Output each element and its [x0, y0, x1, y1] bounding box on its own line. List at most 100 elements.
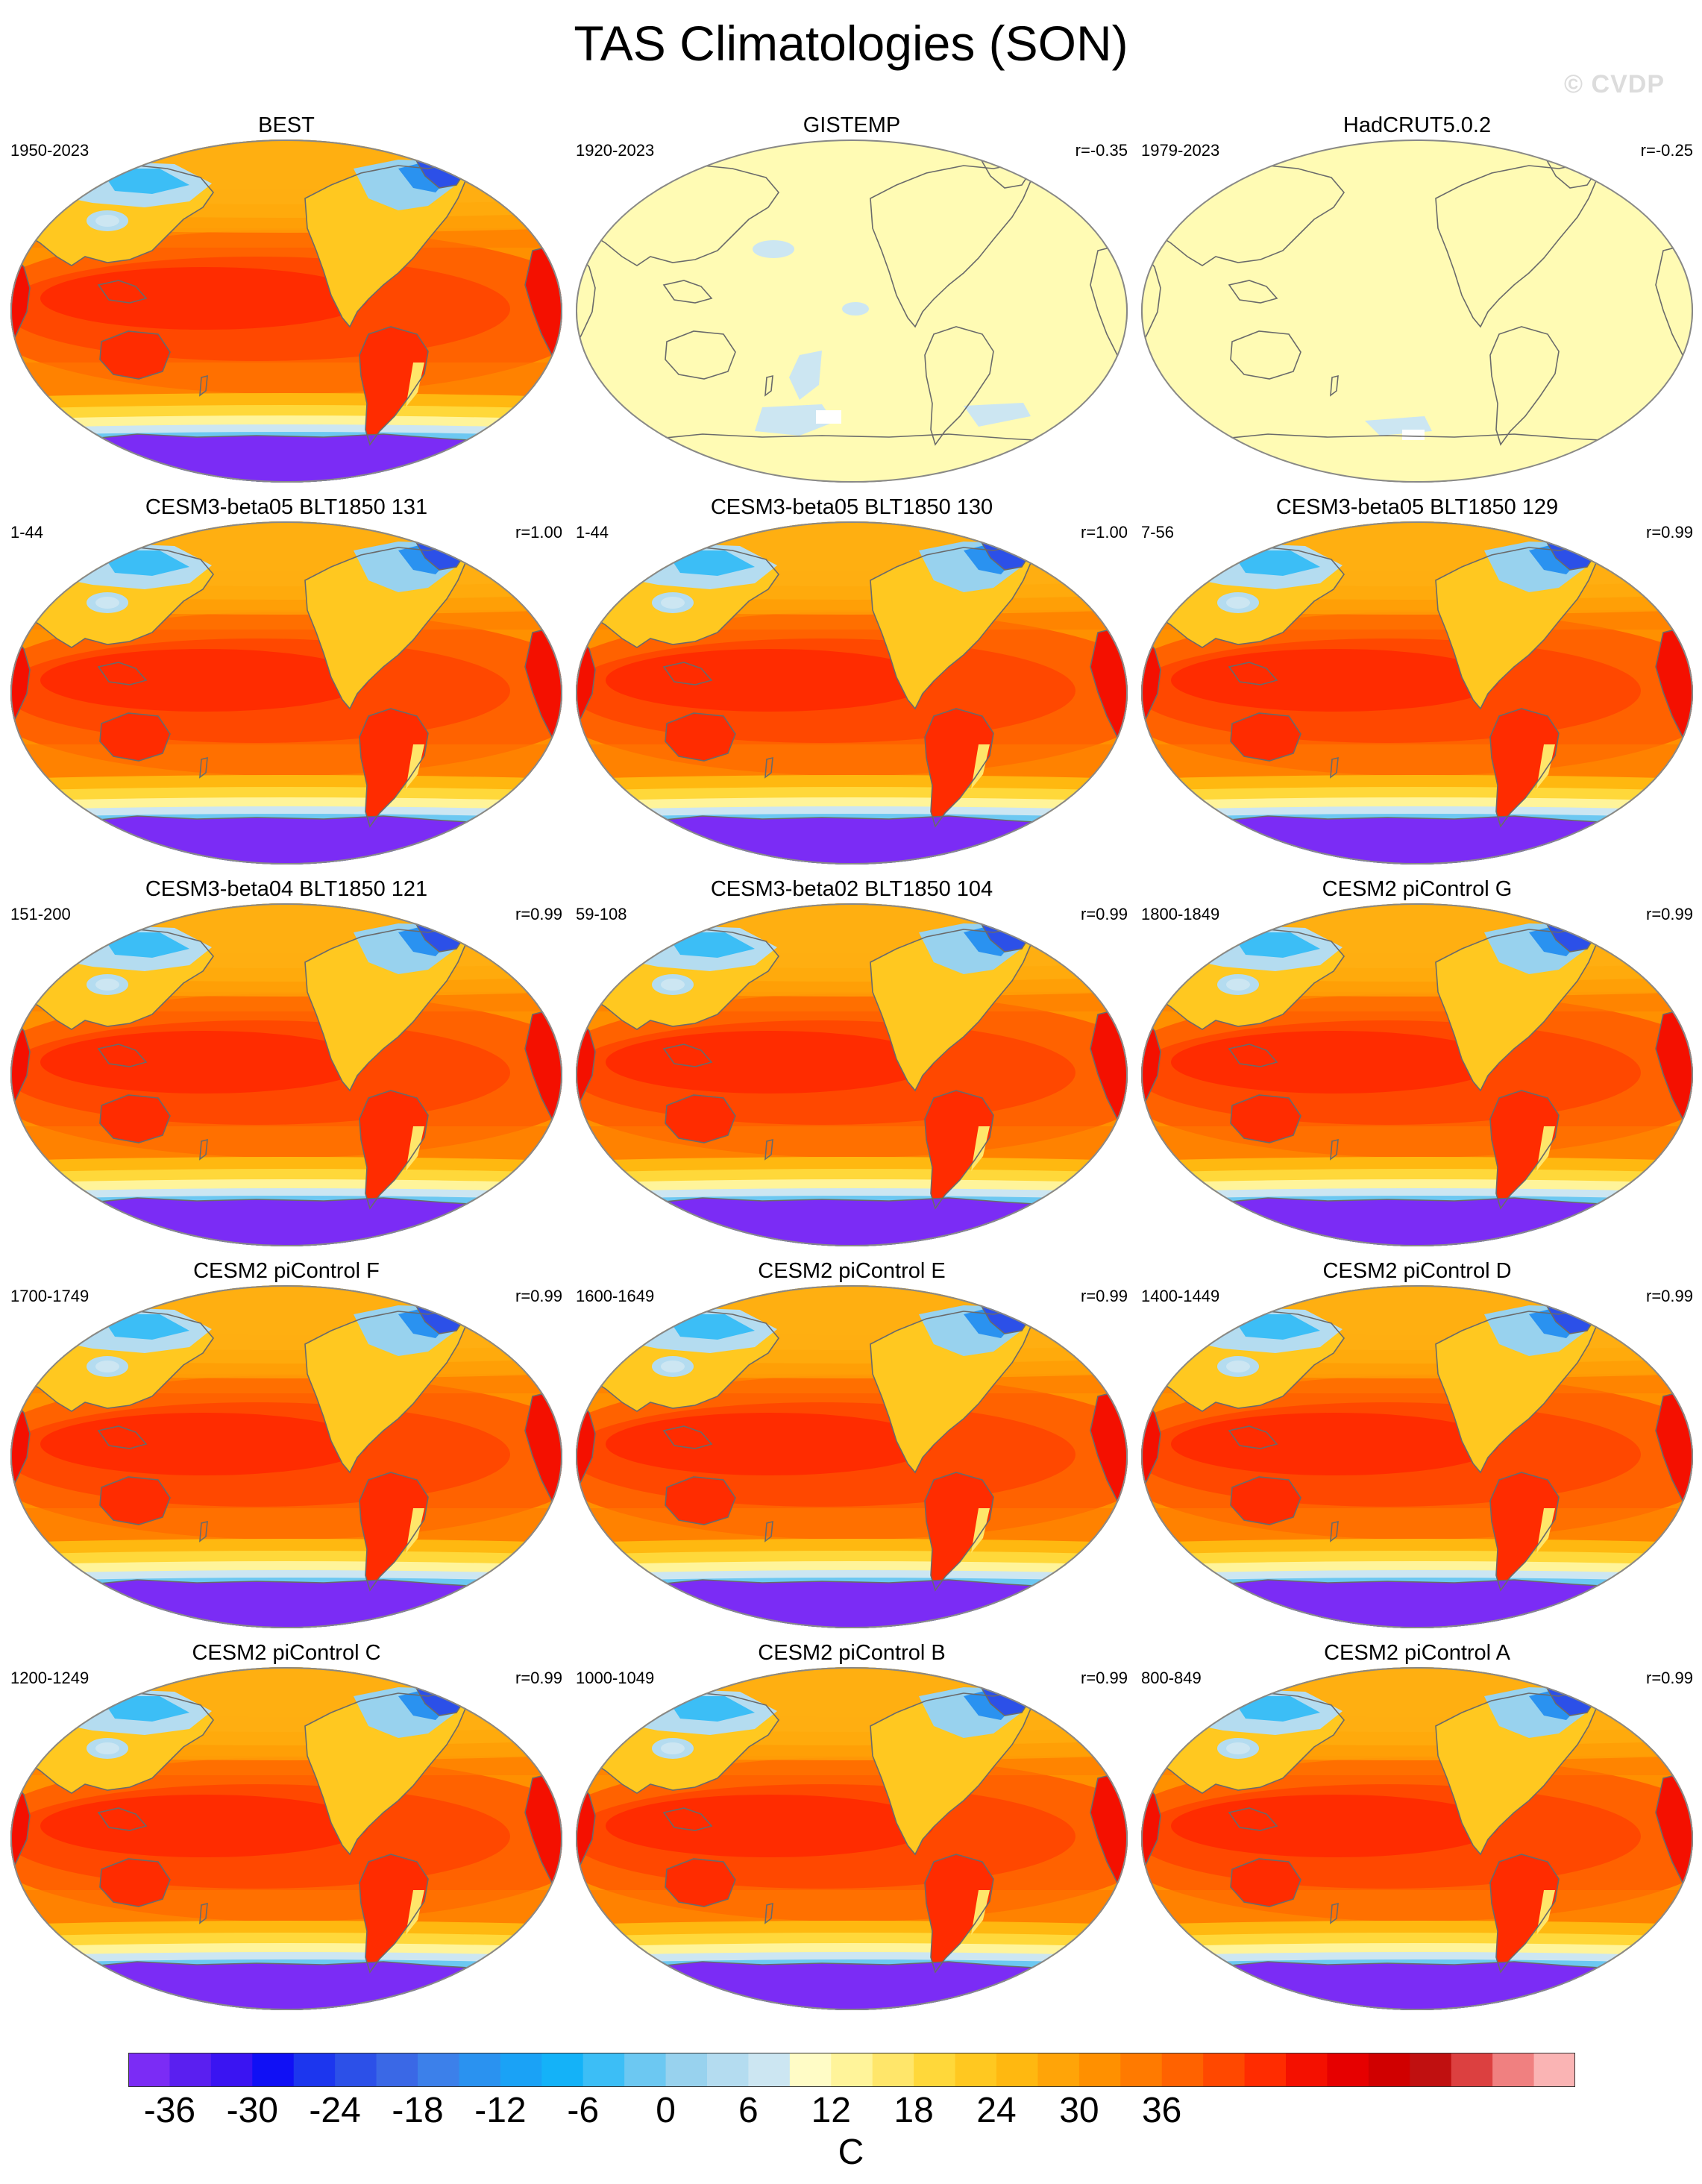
colorbar-tick: -30	[226, 2091, 278, 2130]
panel-period: 7-56	[1141, 523, 1175, 542]
global-temperature-map	[1141, 139, 1693, 483]
panel-correlation: r=0.99	[1646, 523, 1693, 542]
colorbar-swatch	[459, 2053, 501, 2087]
global-temperature-map	[10, 903, 562, 1246]
colorbar-swatch	[748, 2053, 791, 2087]
colorbar-swatch	[1410, 2053, 1452, 2087]
panel-correlation: r=0.99	[1081, 1669, 1128, 1687]
global-temperature-map	[10, 521, 562, 865]
panel-period: 1-44	[10, 523, 44, 542]
map-border	[10, 521, 562, 865]
panel-correlation: r=0.99	[1646, 1287, 1693, 1305]
colorbar-swatch	[1327, 2053, 1369, 2087]
global-temperature-map	[10, 139, 562, 483]
panel-correlation: r=-0.35	[1075, 141, 1128, 160]
colorbar-swatch	[831, 2053, 873, 2087]
panel-title: CESM2 piControl B	[758, 1641, 946, 1665]
colorbar-swatch	[1492, 2053, 1535, 2087]
global-temperature-map	[576, 903, 1128, 1246]
panel-correlation: r=1.00	[1081, 523, 1128, 542]
map-panel: CESM3-beta05 BLT1850 130 1-44 r=1.00	[576, 494, 1128, 867]
colorbar-swatch	[500, 2053, 542, 2087]
panel-correlation: r=-0.25	[1640, 141, 1693, 160]
colorbar-swatch	[955, 2053, 997, 2087]
colorbar-swatch	[376, 2053, 418, 2087]
map-border	[576, 139, 1128, 483]
map-panel: CESM2 piControl C 1200-1249 r=0.99	[10, 1639, 562, 2012]
panel-title: CESM3-beta05 BLT1850 130	[710, 495, 993, 519]
colorbar-unit-label: C	[838, 2133, 864, 2172]
panel-period: 1600-1649	[576, 1287, 655, 1305]
panel-correlation: r=0.99	[515, 1669, 562, 1687]
map-panel: GISTEMP 1920-2023 r=-0.35	[576, 112, 1128, 485]
map-border	[576, 1667, 1128, 2010]
map-panel: CESM2 piControl D 1400-1449 r=0.99	[1141, 1258, 1693, 1631]
panel-title: HadCRUT5.0.2	[1343, 113, 1492, 137]
colorbar-swatch	[1037, 2053, 1080, 2087]
colorbar-tick: -24	[309, 2091, 361, 2130]
panel-title: CESM2 piControl D	[1322, 1259, 1512, 1283]
panel-period: 1400-1449	[1141, 1287, 1220, 1305]
watermark-logo: © CVDP	[1564, 70, 1665, 98]
colorbar-tick: -6	[567, 2091, 600, 2130]
map-panel: CESM2 piControl G 1800-1849 r=0.99	[1141, 876, 1693, 1249]
panel-period: 1950-2023	[10, 141, 90, 160]
panel-title: CESM2 piControl G	[1322, 877, 1513, 901]
colorbar	[128, 2053, 1575, 2087]
colorbar-tick: 6	[738, 2091, 759, 2130]
panel-correlation: r=1.00	[515, 523, 562, 542]
panel-title: CESM3-beta05 BLT1850 131	[145, 495, 428, 519]
map-panel: CESM2 piControl F 1700-1749 r=0.99	[10, 1258, 562, 1631]
colorbar-swatch	[252, 2053, 295, 2087]
colorbar-swatch	[210, 2053, 253, 2087]
panel-period: 800-849	[1141, 1669, 1202, 1687]
colorbar-swatch	[128, 2053, 170, 2087]
panel-period: 1979-2023	[1141, 141, 1220, 160]
map-panel: CESM3-beta02 BLT1850 104 59-108 r=0.99	[576, 876, 1128, 1249]
map-panel: CESM3-beta05 BLT1850 129 7-56 r=0.99	[1141, 494, 1693, 867]
map-border	[10, 1667, 562, 2010]
colorbar-swatch	[1244, 2053, 1287, 2087]
map-border	[1141, 1667, 1693, 2010]
map-panel: HadCRUT5.0.2 1979-2023 r=-0.25	[1141, 112, 1693, 485]
map-border	[10, 1285, 562, 1628]
colorbar-tick: -12	[474, 2091, 527, 2130]
panel-period: 1700-1749	[10, 1287, 90, 1305]
panel-correlation: r=0.99	[515, 905, 562, 923]
global-temperature-map	[576, 1667, 1128, 2010]
panel-period: 1200-1249	[10, 1669, 90, 1687]
map-border	[1141, 1285, 1693, 1628]
panel-period: 59-108	[576, 905, 627, 923]
panel-title: CESM2 piControl A	[1324, 1641, 1510, 1665]
figure-title: TAS Climatologies (SON)	[574, 16, 1128, 71]
colorbar-tick-labels: -36 -30 -24 -18 -12 -6 0 6 12 18 24 30 36	[0, 2089, 1702, 2133]
global-temperature-map	[10, 1667, 562, 2010]
colorbar-swatch	[1203, 2053, 1246, 2087]
colorbar-swatch	[418, 2053, 459, 2087]
colorbar-tick: 18	[894, 2091, 934, 2130]
global-temperature-map	[576, 139, 1128, 483]
panel-title: CESM3-beta02 BLT1850 104	[710, 877, 993, 901]
panel-period: 1-44	[576, 523, 609, 542]
panel-period: 1800-1849	[1141, 905, 1220, 923]
colorbar-swatch	[624, 2053, 667, 2087]
map-panel: CESM3-beta04 BLT1850 121 151-200 r=0.99	[10, 876, 562, 1249]
panel-correlation: r=0.99	[1646, 905, 1693, 923]
colorbar-swatch	[707, 2053, 749, 2087]
panel-correlation: r=0.99	[1081, 1287, 1128, 1305]
panel-title: CESM2 piControl C	[192, 1641, 381, 1665]
global-temperature-map	[1141, 1285, 1693, 1628]
colorbar-swatch	[335, 2053, 377, 2087]
map-border	[576, 521, 1128, 865]
colorbar-swatch	[169, 2053, 212, 2087]
panel-title: BEST	[258, 113, 315, 137]
colorbar-swatch	[665, 2053, 708, 2087]
colorbar-swatch	[1533, 2053, 1575, 2087]
colorbar-swatch	[541, 2053, 584, 2087]
panel-period: 151-200	[10, 905, 71, 923]
colorbar-tick: 30	[1059, 2091, 1099, 2130]
global-temperature-map	[1141, 903, 1693, 1246]
colorbar-tick: 0	[656, 2091, 676, 2130]
panel-title: CESM2 piControl F	[193, 1259, 380, 1283]
map-border	[1141, 139, 1693, 483]
